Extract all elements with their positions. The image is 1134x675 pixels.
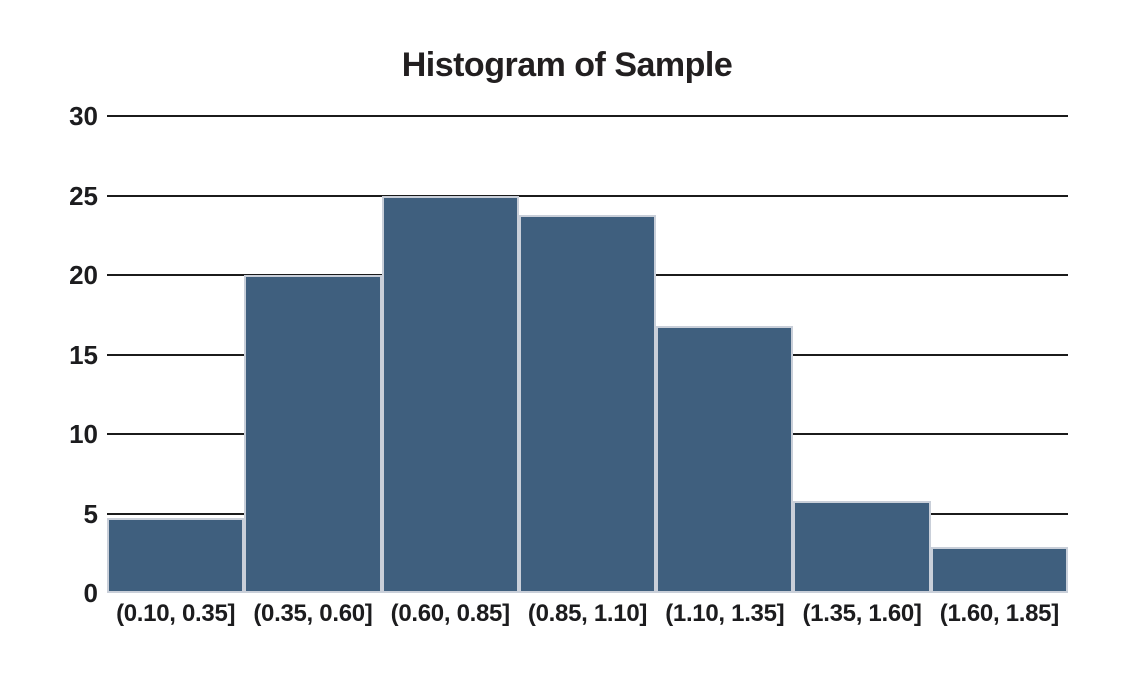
histogram-bar-2 [244,275,382,593]
x-tick-label-1: (0.10, 0.35] [116,600,236,627]
x-tick-label-7: (1.60, 1.85] [939,600,1059,627]
y-tick-label-20: 20 [69,260,98,290]
y-tick-label-25: 25 [69,180,98,211]
y-tick-label-5: 5 [83,498,98,529]
x-axis: (0.10, 0.35] (0.35, 0.60] (0.60, 0.85] (0.8… [107,600,1068,632]
x-tick-label-3: (0.60, 0.85] [390,600,510,627]
histogram-bar-7 [930,546,1068,593]
x-tick-label-5: (1.10, 1.35] [665,600,785,627]
histogram-bar-3 [381,195,519,593]
x-tick-label-6: (1.35, 1.60] [802,600,922,627]
histogram-bar-4 [518,214,657,593]
y-tick-label-0: 0 [83,578,98,608]
x-tick-label-4: (0.85, 1.10] [527,600,648,627]
x-tick-label-2: (0.35, 0.60] [253,600,373,627]
histogram-bar-6 [793,500,931,593]
histogram-bar-5 [656,325,794,593]
y-tick-label-15: 15 [69,339,98,370]
y-axis: 0 5 10 15 20 25 30 [20,103,98,606]
y-tick-label-10: 10 [69,419,98,449]
gridline-y30 [107,115,1068,117]
y-tick-label-30: 30 [69,101,98,131]
plot-area [107,115,1068,593]
histogram-bar-1 [107,518,245,593]
chart-title: Histogram of Sample [401,46,733,84]
gridline-y25 [107,194,1068,197]
